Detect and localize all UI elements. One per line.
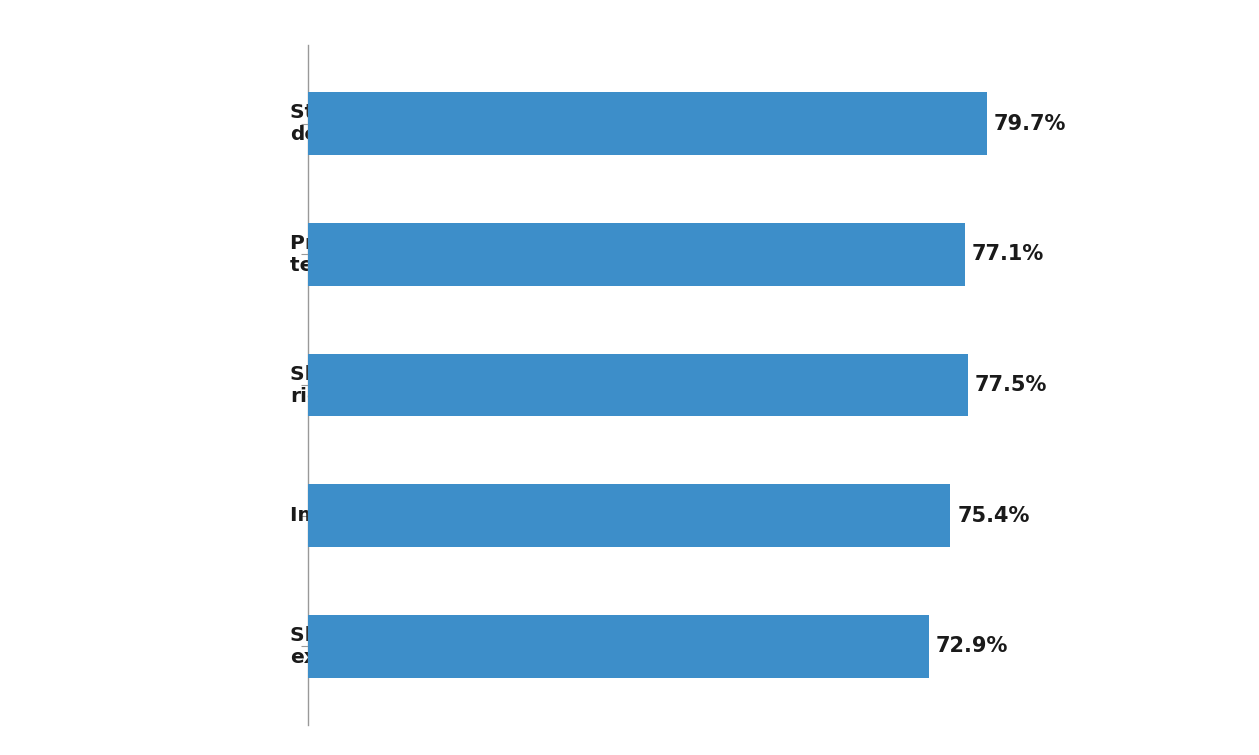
Text: 77.5%: 77.5% xyxy=(974,375,1047,395)
Text: 72.9%: 72.9% xyxy=(935,636,1008,656)
Text: 75.4%: 75.4% xyxy=(957,506,1030,525)
Bar xyxy=(308,485,951,547)
Bar xyxy=(308,353,968,417)
Bar xyxy=(308,92,987,155)
Text: 77.1%: 77.1% xyxy=(972,245,1044,264)
Bar xyxy=(308,223,964,285)
Bar xyxy=(308,615,929,678)
Text: 79.7%: 79.7% xyxy=(993,114,1066,134)
